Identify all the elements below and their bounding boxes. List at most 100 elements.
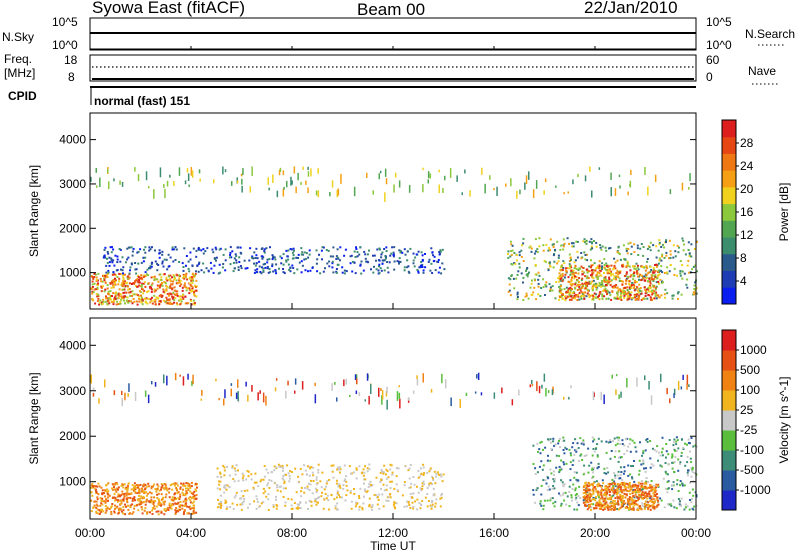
echo-cell xyxy=(597,501,600,504)
echo-cell xyxy=(160,510,163,513)
echo-cell xyxy=(560,291,562,294)
echo-cell xyxy=(103,279,106,282)
echo-cell xyxy=(152,502,155,505)
echo-cell xyxy=(668,239,671,242)
echo-cell xyxy=(429,504,432,507)
echo-cell xyxy=(549,265,552,268)
echo-cell xyxy=(646,504,649,507)
echo-cell xyxy=(575,267,578,270)
echo-cell xyxy=(595,296,598,299)
echo-cell xyxy=(175,487,178,489)
echo-cell xyxy=(177,501,180,504)
echo-cell xyxy=(619,456,622,459)
echo-cell xyxy=(626,298,629,301)
echo-cell xyxy=(685,283,688,286)
echo-cell xyxy=(567,289,569,292)
echo-cell xyxy=(137,484,139,487)
echo-cell xyxy=(130,488,133,491)
echo-cell xyxy=(300,490,303,493)
echo-cell xyxy=(647,290,650,293)
echo-cell xyxy=(618,277,621,280)
echo-cell xyxy=(311,492,314,495)
echo-cell xyxy=(153,278,156,281)
echo-cell xyxy=(343,269,346,272)
echo-cell xyxy=(103,274,106,277)
echo-cell xyxy=(554,297,557,300)
echo-cell xyxy=(325,482,328,485)
echo-cell xyxy=(551,487,554,490)
echo-cell xyxy=(372,254,374,257)
echo-cell xyxy=(628,297,631,300)
echo-cell xyxy=(688,271,691,274)
echo-cell xyxy=(164,289,167,292)
echo-cell xyxy=(635,281,638,283)
echo-cell xyxy=(223,484,226,487)
echo-cell xyxy=(412,259,415,262)
echo-cell xyxy=(655,498,658,501)
echo-cell xyxy=(223,474,226,477)
echo-cell xyxy=(105,509,108,512)
echo-cell xyxy=(567,287,570,290)
echo-cell xyxy=(632,508,635,511)
echo-cell xyxy=(229,251,232,254)
echo-cell xyxy=(162,288,165,291)
echo-cell xyxy=(126,504,129,507)
echo-cell xyxy=(624,258,627,261)
echo-cell xyxy=(171,496,174,499)
echo-cell xyxy=(583,251,586,254)
echo-cell xyxy=(561,272,564,275)
echo-cell xyxy=(673,441,675,444)
echo-cell xyxy=(603,295,606,298)
echo-cell xyxy=(121,282,124,285)
echo-cell xyxy=(616,474,619,477)
echo-cell xyxy=(610,450,613,452)
echo-cell xyxy=(165,288,168,291)
echo-cell xyxy=(568,448,571,451)
echo-cell xyxy=(393,246,396,249)
echo-cell xyxy=(557,254,560,257)
echo-cell xyxy=(98,303,101,306)
echo-cell xyxy=(634,281,637,284)
echo-cell xyxy=(622,290,625,292)
echo-cell xyxy=(293,272,296,275)
echo-cell xyxy=(275,466,277,469)
echo-cell xyxy=(282,253,285,256)
echo-cell xyxy=(670,504,673,507)
echo-cell xyxy=(618,450,621,453)
echo-cell xyxy=(134,499,136,502)
echo-cell xyxy=(660,451,663,454)
echo-cell xyxy=(596,443,599,446)
echo-cell xyxy=(598,267,600,269)
echo-cell xyxy=(626,482,629,485)
echo-cell xyxy=(677,498,680,501)
echo-cell xyxy=(263,250,266,253)
echo-cell xyxy=(164,484,167,487)
echo-cell xyxy=(398,392,401,400)
echo-cell xyxy=(585,268,588,271)
echo-cell xyxy=(630,298,633,301)
echo-cell xyxy=(653,491,656,494)
echo-cell xyxy=(173,293,176,296)
echo-cell xyxy=(629,269,632,272)
echo-cell xyxy=(143,500,145,503)
echo-cell xyxy=(242,172,244,176)
echo-cell xyxy=(680,293,683,296)
echo-cell xyxy=(417,271,420,274)
echo-cell xyxy=(558,286,561,289)
echo-cell xyxy=(422,167,424,171)
echo-cell xyxy=(606,497,609,500)
echo-cell xyxy=(583,455,586,457)
echo-cell xyxy=(565,448,568,451)
echo-cell xyxy=(255,254,258,257)
echo-cell xyxy=(645,277,648,280)
echo-cell xyxy=(625,486,628,489)
echo-cell xyxy=(224,259,227,262)
echo-cell xyxy=(661,253,664,256)
echo-cell xyxy=(111,300,114,303)
echo-cell xyxy=(92,387,95,390)
echo-cell xyxy=(231,250,234,253)
echo-cell xyxy=(105,274,108,277)
echo-cell xyxy=(224,269,227,272)
echo-cell xyxy=(124,302,126,305)
echo-cell xyxy=(432,487,435,490)
